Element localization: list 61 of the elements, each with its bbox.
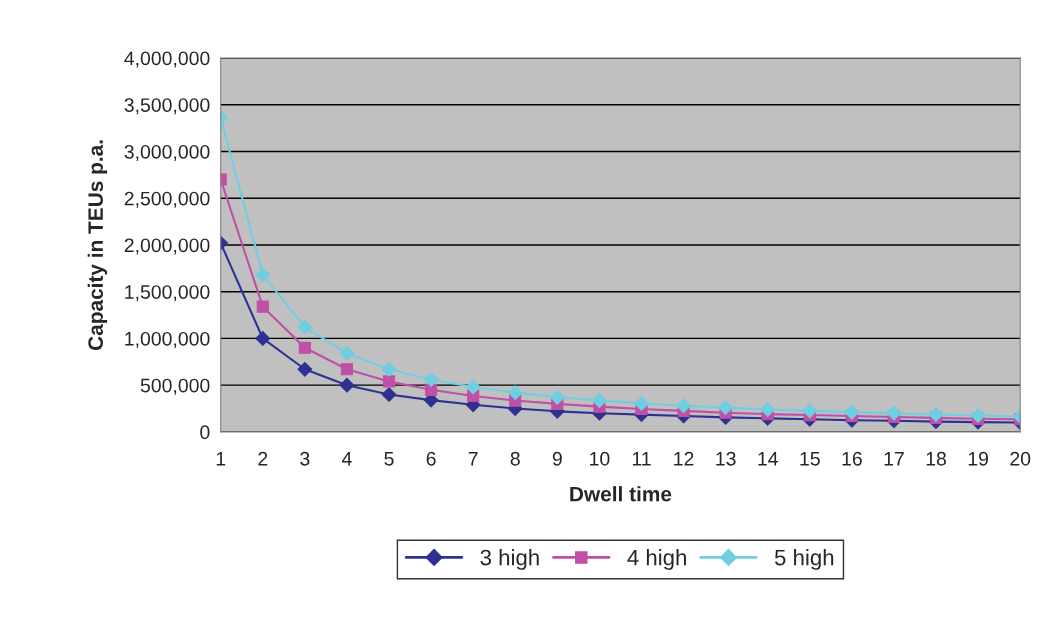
point xyxy=(549,389,565,405)
y-tick-label: 500,000 xyxy=(140,378,210,395)
x-tick-label: 9 xyxy=(552,451,562,466)
x-axis-title: Dwell time xyxy=(570,486,672,502)
point xyxy=(718,400,734,415)
point xyxy=(340,363,353,376)
point xyxy=(298,341,311,354)
point xyxy=(256,300,269,313)
x-tick-label: 5 xyxy=(384,452,394,466)
x-tick-label: 7 xyxy=(468,452,478,466)
y-tick-label: 3,000,000 xyxy=(124,144,210,162)
point xyxy=(676,398,691,414)
point xyxy=(844,404,860,420)
point xyxy=(381,361,397,377)
x-tick-label: 14 xyxy=(758,452,778,466)
x-tick-label: 6 xyxy=(426,451,436,466)
point xyxy=(339,377,355,393)
x-tick-label: 8 xyxy=(510,451,520,466)
x-tick-label: 10 xyxy=(590,451,610,466)
x-tick-label: 1 xyxy=(216,452,226,466)
point xyxy=(802,403,818,419)
x-tick-label: 16 xyxy=(842,451,862,466)
point xyxy=(634,396,649,411)
y-tick-label: 3,500,000 xyxy=(124,98,210,115)
x-tick-label: 15 xyxy=(800,452,820,466)
legend-label: 4 high xyxy=(627,549,686,570)
point xyxy=(425,383,438,396)
x-tick-label: 2 xyxy=(258,451,268,466)
x-tick-label: 12 xyxy=(674,451,694,466)
point xyxy=(297,319,313,335)
point xyxy=(423,372,439,387)
x-tick-label: 17 xyxy=(884,452,904,466)
y-tick-label: 4,000,000 xyxy=(124,51,210,68)
y-axis-title: Capacity in TEUs p.a. xyxy=(87,140,108,351)
x-tick-label: 4 xyxy=(341,452,352,466)
point xyxy=(886,405,902,421)
point xyxy=(339,345,355,361)
point xyxy=(255,267,271,283)
x-tick-label: 13 xyxy=(716,451,736,466)
point xyxy=(970,408,986,423)
point xyxy=(381,387,397,402)
y-tick-label: 1,000,000 xyxy=(125,331,210,348)
x-tick-label: 20 xyxy=(1010,451,1031,466)
point xyxy=(465,379,481,395)
point xyxy=(382,375,396,388)
legend-label: 5 high xyxy=(774,549,834,570)
x-tick-label: 3 xyxy=(300,451,310,466)
point xyxy=(255,331,271,346)
y-tick-label: 2,000,000 xyxy=(124,238,210,255)
y-tick-label: 0 xyxy=(200,425,210,440)
point xyxy=(760,402,776,417)
y-tick-label: 2,500,000 xyxy=(124,191,210,208)
x-tick-label: 19 xyxy=(968,451,988,466)
point xyxy=(297,361,313,377)
legend-label: 3 high xyxy=(480,549,539,570)
point xyxy=(507,385,523,401)
y-tick-label: 1,500,000 xyxy=(125,285,210,302)
point xyxy=(928,407,944,422)
x-tick-label: 11 xyxy=(632,452,651,466)
point xyxy=(592,393,607,408)
x-tick-label: 18 xyxy=(926,451,946,466)
